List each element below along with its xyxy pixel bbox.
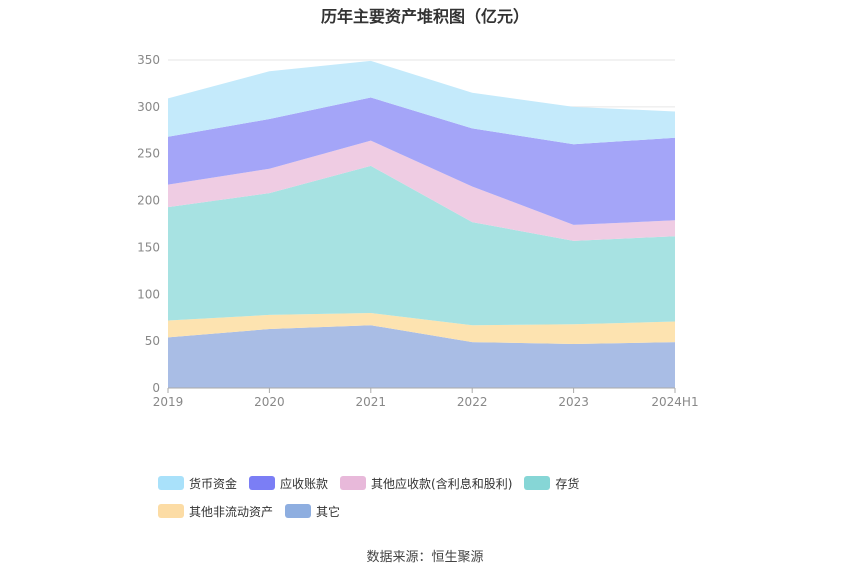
y-tick-label: 50 bbox=[145, 334, 160, 348]
y-tick-label: 200 bbox=[137, 194, 160, 208]
legend-item[interactable]: 应收账款 bbox=[249, 472, 328, 494]
x-tick-label: 2021 bbox=[356, 395, 387, 409]
legend-swatch bbox=[524, 476, 551, 490]
area-series-3 bbox=[168, 140, 675, 241]
legend-item[interactable]: 存货 bbox=[524, 472, 579, 494]
legend: 货币资金 应收账款 其他应收款(含利息和股利) 存货其他非流动资产 其它 bbox=[158, 472, 718, 528]
x-tick-label: 2019 bbox=[153, 395, 184, 409]
legend-label: 其他非流动资产 bbox=[189, 504, 274, 519]
area-series-0 bbox=[168, 325, 675, 388]
area-layer bbox=[168, 60, 675, 388]
legend-swatch bbox=[340, 476, 367, 490]
chart-title: 历年主要资产堆积图（亿元） bbox=[320, 7, 529, 26]
legend-swatch bbox=[249, 476, 276, 490]
legend-label: 应收账款 bbox=[280, 476, 329, 491]
y-tick-label: 100 bbox=[137, 287, 160, 301]
legend-swatch bbox=[285, 504, 312, 518]
legend-label: 其它 bbox=[316, 504, 341, 519]
x-tick-label: 2023 bbox=[558, 395, 589, 409]
y-tick-label: 150 bbox=[137, 240, 160, 254]
area-series-1 bbox=[168, 313, 675, 344]
legend-swatch bbox=[158, 504, 184, 518]
y-tick-label: 300 bbox=[137, 100, 160, 114]
x-tick-label: 2020 bbox=[254, 395, 285, 409]
y-tick-label: 0 bbox=[152, 381, 160, 395]
y-tick-label: 250 bbox=[137, 147, 160, 161]
x-tick-label: 2022 bbox=[457, 395, 488, 409]
legend-label: 存货 bbox=[555, 476, 580, 491]
legend-label: 货币资金 bbox=[189, 476, 238, 491]
legend-item[interactable]: 货币资金 bbox=[158, 472, 237, 494]
area-series-2 bbox=[168, 165, 675, 326]
axis-layer: 0 50 100 150 200 250 300 350 2019 2020 2021 2022 202… bbox=[137, 53, 699, 409]
legend-swatch bbox=[158, 476, 184, 490]
area-series-4 bbox=[168, 97, 675, 225]
area-series-5 bbox=[168, 60, 675, 145]
y-tick-label: 350 bbox=[137, 53, 160, 67]
legend-item[interactable]: 其他应收款(含利息和股利) bbox=[340, 472, 512, 494]
x-tick-label: 2024H1 bbox=[651, 395, 698, 409]
legend-item[interactable]: 其它 bbox=[285, 500, 340, 522]
legend-item[interactable]: 其他非流动资产 bbox=[158, 500, 273, 522]
data-source: 数据来源：恒生聚源 bbox=[366, 550, 484, 565]
legend-label: 其他应收款(含利息和股利) bbox=[371, 476, 513, 491]
